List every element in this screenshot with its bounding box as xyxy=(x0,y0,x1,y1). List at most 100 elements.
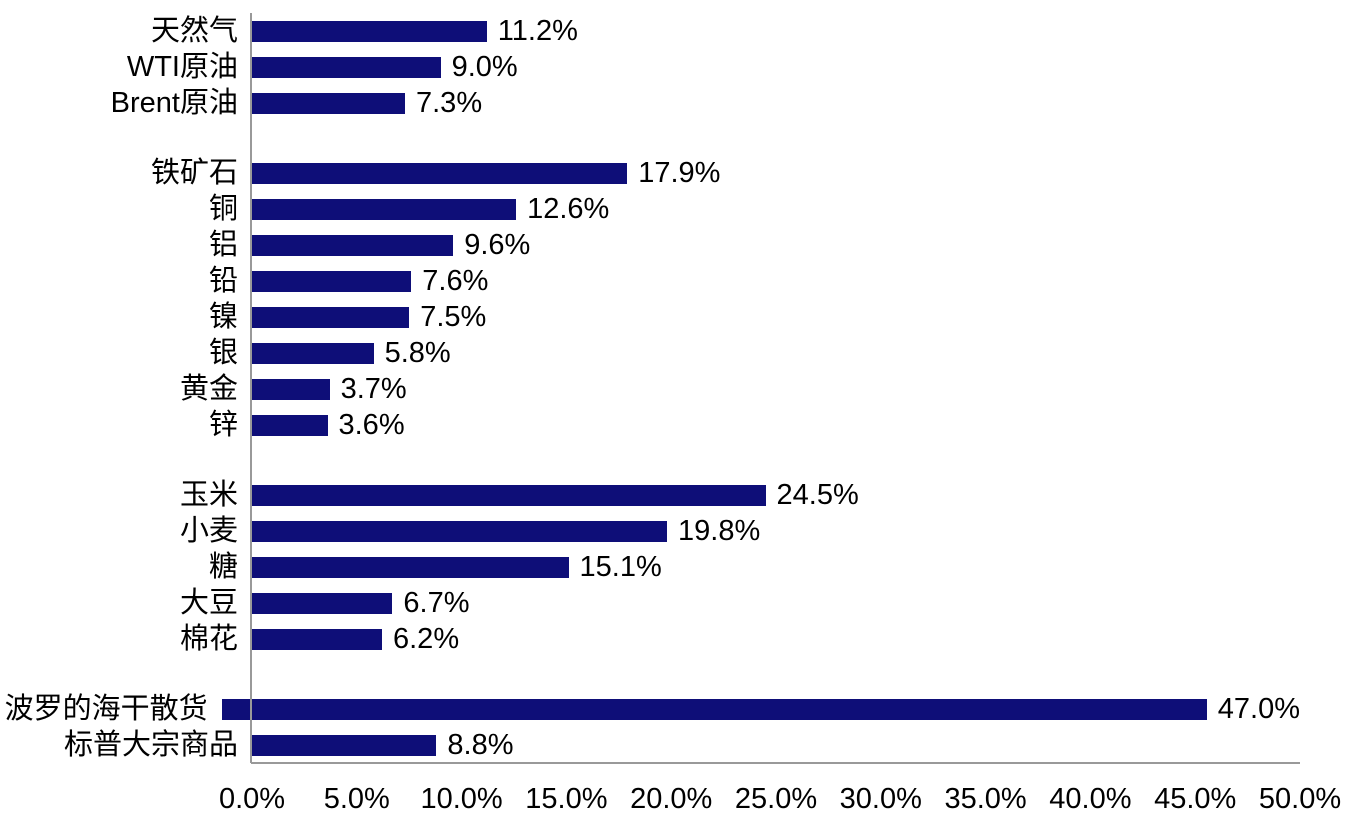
category-label: 黄金 xyxy=(179,373,238,405)
bar xyxy=(252,270,412,292)
bar-value-label: 3.6% xyxy=(338,408,405,441)
category-label: 银 xyxy=(208,337,238,369)
bar-row: 锌 3.6% xyxy=(0,407,1300,443)
bar-track: 17.9% xyxy=(252,155,1300,191)
bar-track: 3.6% xyxy=(252,407,1300,443)
bar-row: 铁矿石 17.9% xyxy=(0,155,1300,191)
bar-value-label: 11.2% xyxy=(497,14,578,47)
category-label: 铜 xyxy=(208,193,238,225)
bar-row: 玉米 24.5% xyxy=(0,477,1300,513)
bar-row: 铝 9.6% xyxy=(0,227,1300,263)
chart-rows: 天然气 11.2% WTI原油 9.0% Brent原油 7.3% 铁矿石 17.9% 铜 12.… xyxy=(0,13,1300,763)
bar-value-label: 3.7% xyxy=(340,372,407,405)
bar-row: 天然气 11.2% xyxy=(0,13,1300,49)
bar xyxy=(252,734,437,756)
bar-value-label: 7.3% xyxy=(416,86,483,119)
x-axis-label: 0.0% xyxy=(218,783,286,815)
bar-row: 糖 15.1% xyxy=(0,549,1300,585)
bar xyxy=(252,520,667,542)
x-axis-label: 30.0% xyxy=(839,783,922,815)
bar-row: 铅 7.6% xyxy=(0,263,1300,299)
bar-track: 9.6% xyxy=(252,227,1300,263)
x-axis-line xyxy=(251,762,1300,764)
bar-track: 8.8% xyxy=(252,727,1300,763)
bar xyxy=(252,56,441,78)
bar xyxy=(252,628,382,650)
bar-value-label: 9.0% xyxy=(451,50,518,83)
bar xyxy=(252,378,330,400)
category-label: 铅 xyxy=(208,265,238,297)
bar-row: 黄金 3.7% xyxy=(0,371,1300,407)
bar-track: 7.3% xyxy=(252,85,1300,121)
bar-value-label: 12.6% xyxy=(527,192,610,225)
category-label: 天然气 xyxy=(150,15,238,47)
bar xyxy=(221,698,1207,720)
bar-track: 24.5% xyxy=(252,477,1300,513)
bar-value-label: 6.7% xyxy=(403,586,470,619)
x-axis-label: 50.0% xyxy=(1258,783,1342,815)
bar-value-label: 15.1% xyxy=(579,550,662,583)
x-axis-label: 40.0% xyxy=(1049,783,1132,815)
bar-track: 6.2% xyxy=(252,621,1300,657)
category-label: 棉花 xyxy=(179,623,238,655)
bar-value-label: 17.9% xyxy=(638,156,721,189)
bar-row: 铜 12.6% xyxy=(0,191,1300,227)
bar xyxy=(252,556,569,578)
category-label: 镍 xyxy=(208,301,238,333)
bar-track: 7.5% xyxy=(252,299,1300,335)
bar-row: WTI原油 9.0% xyxy=(0,49,1300,85)
bar-track: 5.8% xyxy=(252,335,1300,371)
category-label: 波罗的海干散货 xyxy=(4,693,208,725)
bar-value-label: 24.5% xyxy=(776,478,859,511)
x-axis-label: 15.0% xyxy=(525,783,608,815)
bar xyxy=(252,20,487,42)
bar-row: 棉花 6.2% xyxy=(0,621,1300,657)
bar xyxy=(252,306,410,328)
bar-value-label: 5.8% xyxy=(384,336,451,369)
category-label: 大豆 xyxy=(179,587,238,619)
bar-row: 镍 7.5% xyxy=(0,299,1300,335)
x-axis-label: 5.0% xyxy=(323,783,390,815)
category-label: 铁矿石 xyxy=(150,157,238,189)
bar xyxy=(252,92,405,114)
bar-row: Brent原油 7.3% xyxy=(0,85,1300,121)
x-axis-label: 20.0% xyxy=(630,783,713,815)
bar-row: 银 5.8% xyxy=(0,335,1300,371)
bar-value-label: 8.8% xyxy=(447,728,514,761)
bar-value-label: 47.0% xyxy=(1217,692,1300,725)
bar-value-label: 6.2% xyxy=(393,622,460,655)
bar xyxy=(252,234,454,256)
bar-track: 11.2% xyxy=(252,13,1300,49)
category-label: Brent原油 xyxy=(110,87,238,119)
bar-track: 9.0% xyxy=(252,49,1300,85)
category-label: 铝 xyxy=(208,229,238,261)
bar xyxy=(252,198,517,220)
bar-track: 12.6% xyxy=(252,191,1300,227)
x-axis-label: 35.0% xyxy=(944,783,1027,815)
x-axis-label: 25.0% xyxy=(734,783,818,815)
bar-row: 大豆 6.7% xyxy=(0,585,1300,621)
bar-value-label: 9.6% xyxy=(464,228,531,261)
y-axis-line xyxy=(250,13,252,763)
x-axis-label: 10.0% xyxy=(420,783,503,815)
bar-value-label: 7.5% xyxy=(420,300,487,333)
bar-row: 波罗的海干散货 47.0% xyxy=(0,691,1300,727)
bar-row: 标普大宗商品 8.8% xyxy=(0,727,1300,763)
bar-track: 7.6% xyxy=(252,263,1300,299)
bar xyxy=(252,162,628,184)
category-label: 标普大宗商品 xyxy=(63,729,238,761)
x-axis-label: 45.0% xyxy=(1154,783,1237,815)
bar-track: 6.7% xyxy=(252,585,1300,621)
category-label: WTI原油 xyxy=(126,51,238,83)
bar xyxy=(252,342,374,364)
bar-value-label: 7.6% xyxy=(422,264,489,297)
bar-track: 47.0% xyxy=(221,691,1300,727)
category-label: 锌 xyxy=(208,409,238,441)
bar-track: 19.8% xyxy=(252,513,1300,549)
bar-track: 3.7% xyxy=(252,371,1300,407)
category-label: 玉米 xyxy=(179,479,238,511)
bar xyxy=(252,592,393,614)
bar xyxy=(252,414,328,436)
